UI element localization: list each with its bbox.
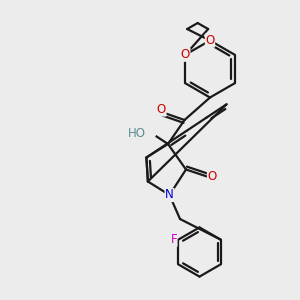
Text: O: O [206, 34, 214, 47]
Text: F: F [170, 233, 177, 246]
Text: N: N [165, 188, 174, 202]
Text: HO: HO [128, 127, 146, 140]
Text: O: O [181, 48, 190, 61]
Text: O: O [208, 170, 217, 184]
Text: O: O [157, 103, 166, 116]
